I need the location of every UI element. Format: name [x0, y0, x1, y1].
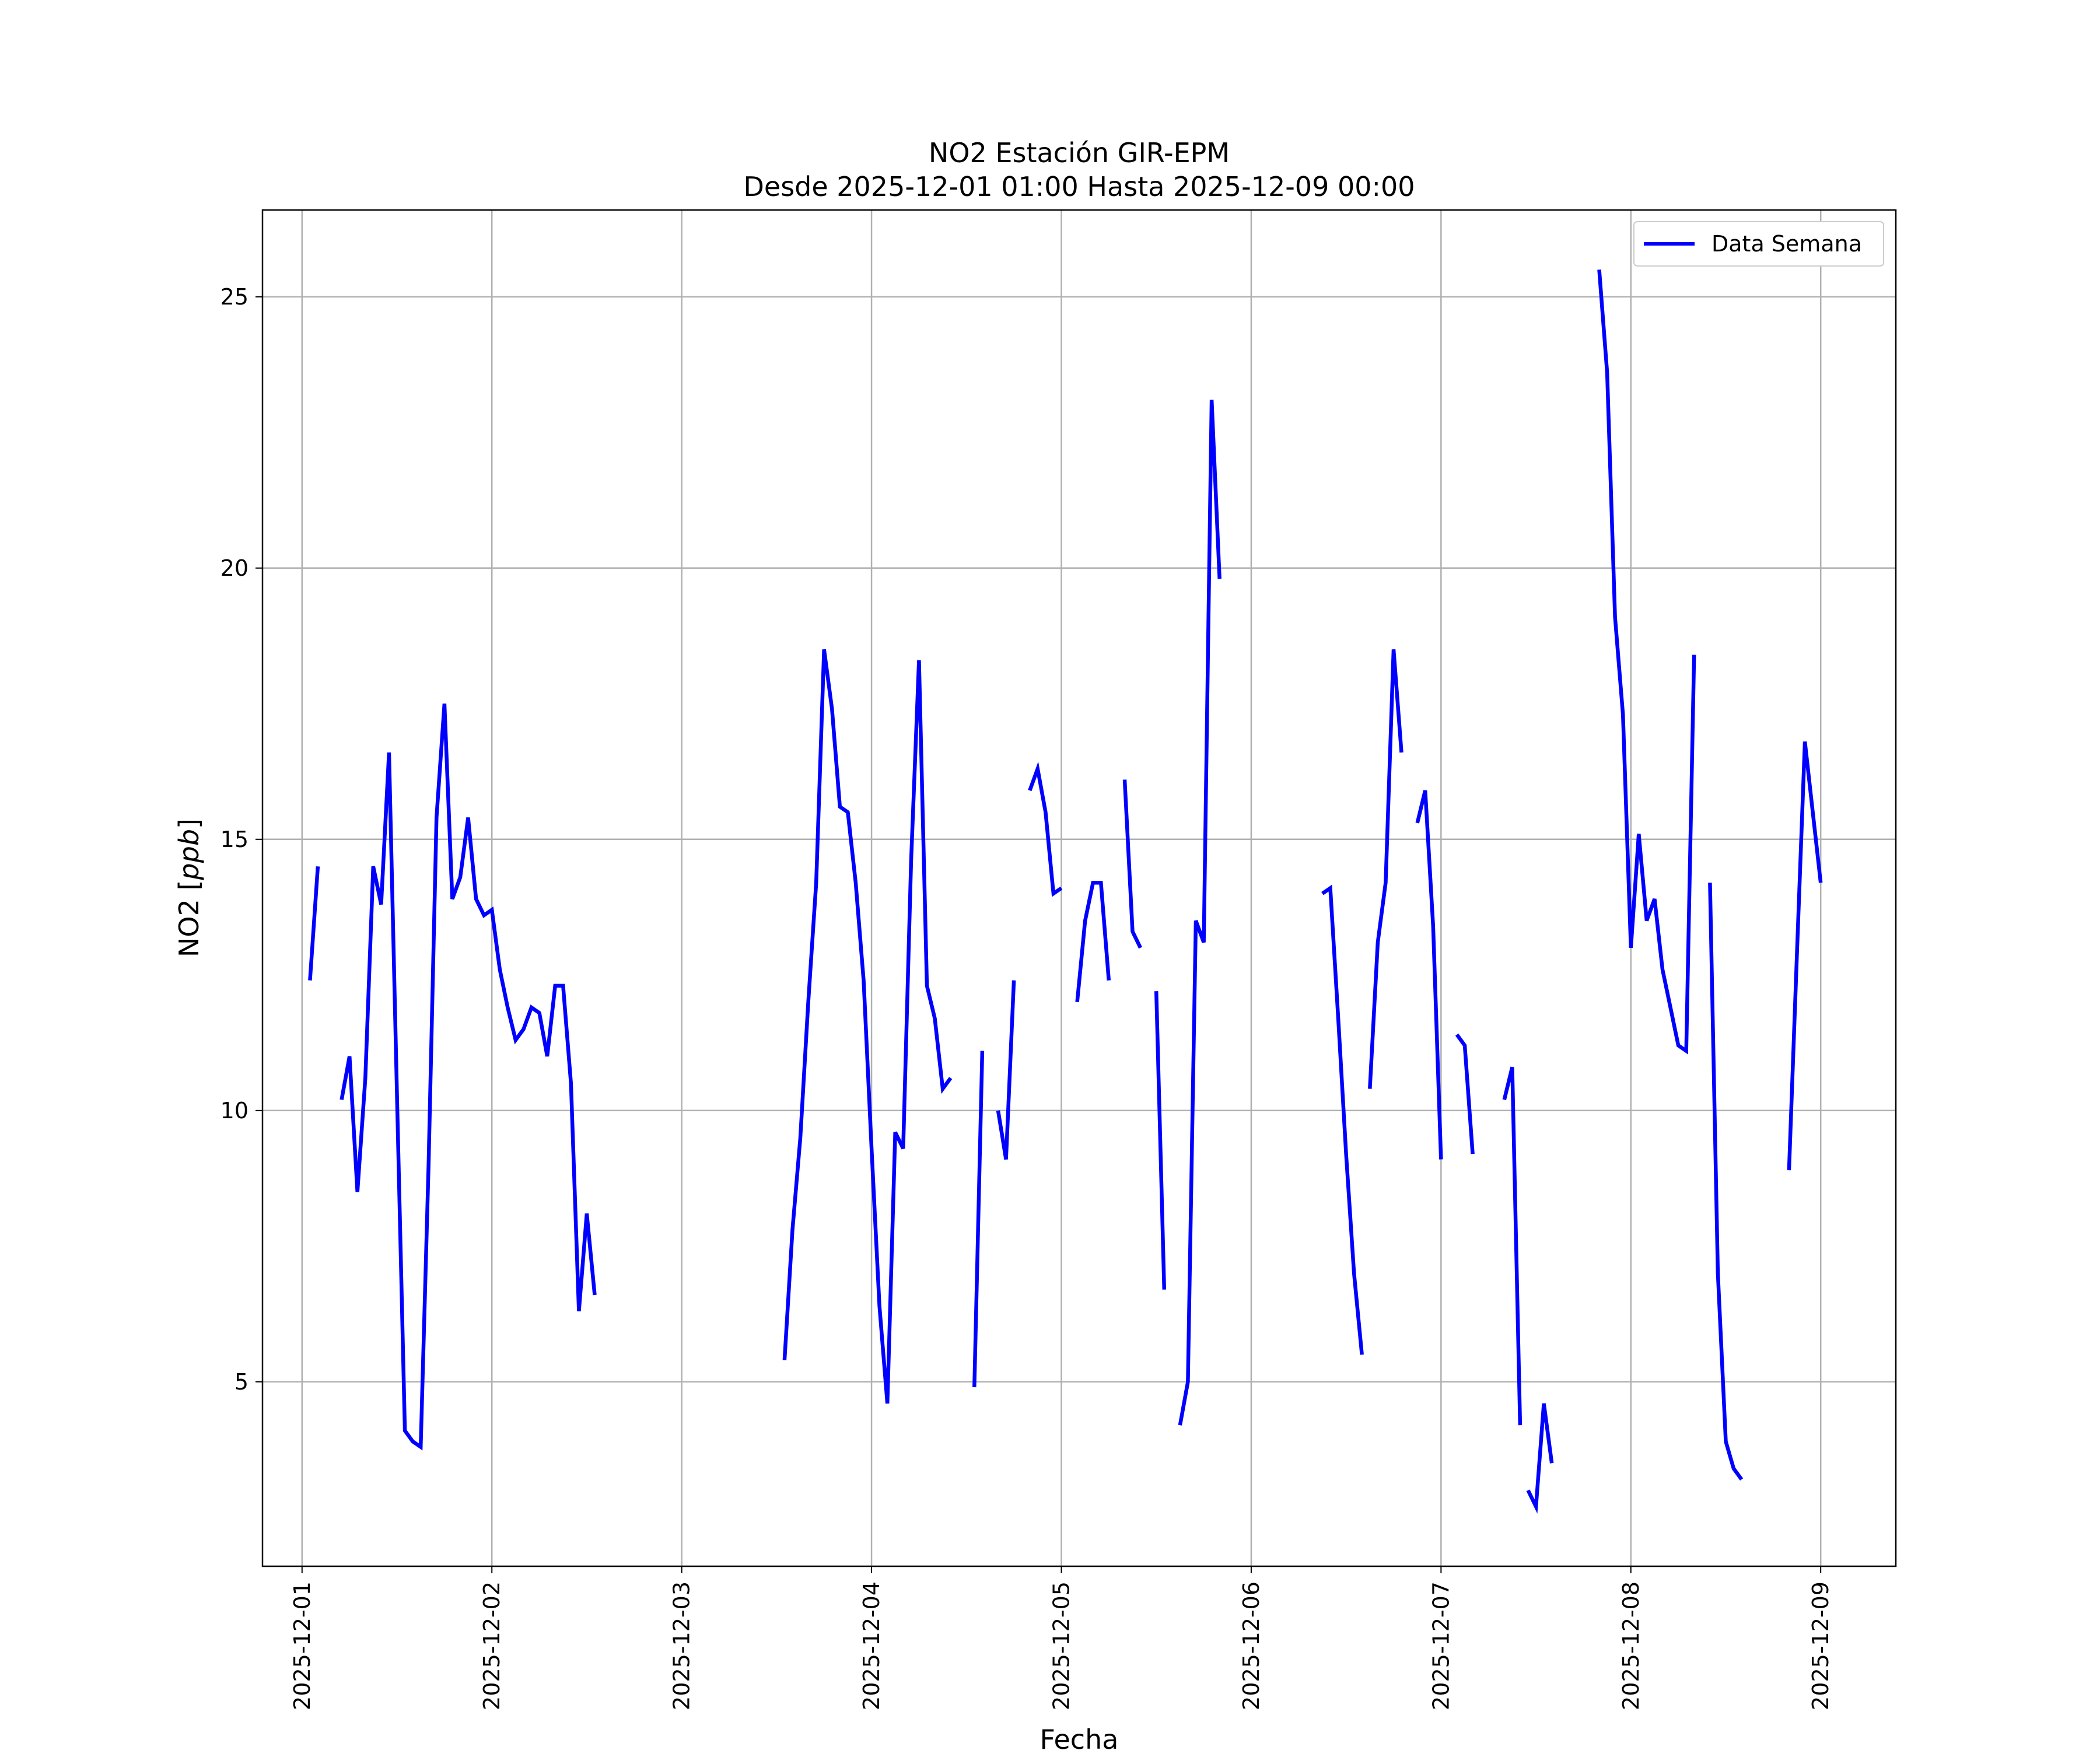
- x-tick-label: 2025-12-04: [859, 1581, 884, 1710]
- series-line-segment: [1526, 1403, 1554, 1514]
- series-line-segment: [782, 649, 953, 1404]
- series-line-segment: [1455, 1033, 1475, 1154]
- series-line-segment: [1321, 884, 1364, 1355]
- series-line-segment: [972, 1051, 985, 1388]
- x-tick-label: 2025-12-05: [1048, 1581, 1074, 1710]
- x-tick-label: 2025-12-08: [1618, 1581, 1644, 1710]
- series-line-segment: [1415, 790, 1443, 1160]
- series-layer: [308, 270, 1823, 1514]
- plot-frame: [261, 209, 1897, 1567]
- x-tick-label: 2025-12-02: [479, 1581, 505, 1710]
- series-line-segment: [1028, 761, 1063, 897]
- y-axis-label: NO2 [ppb]: [173, 818, 205, 957]
- x-tick-label: 2025-12-09: [1808, 1581, 1833, 1710]
- y-tick-label: 25: [220, 284, 249, 310]
- x-axis-label: Fecha: [1040, 1724, 1119, 1750]
- series-line-segment: [1502, 1066, 1522, 1426]
- plot-background: [262, 210, 1896, 1566]
- x-tick-label: 2025-12-03: [669, 1581, 695, 1710]
- series-line-segment: [1178, 400, 1222, 1426]
- grid-layer: [262, 210, 1896, 1566]
- legend: Data Semana: [1633, 221, 1884, 267]
- x-tick-label: 2025-12-01: [289, 1581, 315, 1710]
- y-tick-label: 20: [220, 555, 249, 581]
- x-tick-label: 2025-12-06: [1238, 1581, 1264, 1710]
- series-line-segment: [996, 980, 1016, 1160]
- series-line-segment: [1075, 880, 1111, 1003]
- series-line-segment: [1708, 883, 1744, 1481]
- series-line-segment: [308, 866, 320, 981]
- y-tick-label: 10: [220, 1098, 249, 1124]
- series-line-segment: [340, 704, 597, 1451]
- series-line-segment: [1787, 741, 1823, 1171]
- legend-label: Data Semana: [1712, 231, 1862, 257]
- y-tick-label: 5: [235, 1369, 249, 1395]
- y-tick-label: 15: [220, 827, 249, 852]
- chart-title: NO2 Estación GIR-EPM: [929, 137, 1230, 169]
- tick-layer: 2025-12-01 2025-12-02 2025-12-03 2025-12-04…: [220, 284, 1834, 1710]
- series-line-segment: [1368, 649, 1404, 1089]
- chart-subtitle: Desde 2025-12-01 01:00 Hasta 2025-12-09 …: [743, 171, 1415, 202]
- x-tick-label: 2025-12-07: [1428, 1581, 1454, 1710]
- legend-box: [1633, 221, 1884, 267]
- series-line-segment: [1597, 270, 1696, 1055]
- series-line-segment: [1122, 779, 1143, 949]
- series-line-segment: [1154, 991, 1167, 1290]
